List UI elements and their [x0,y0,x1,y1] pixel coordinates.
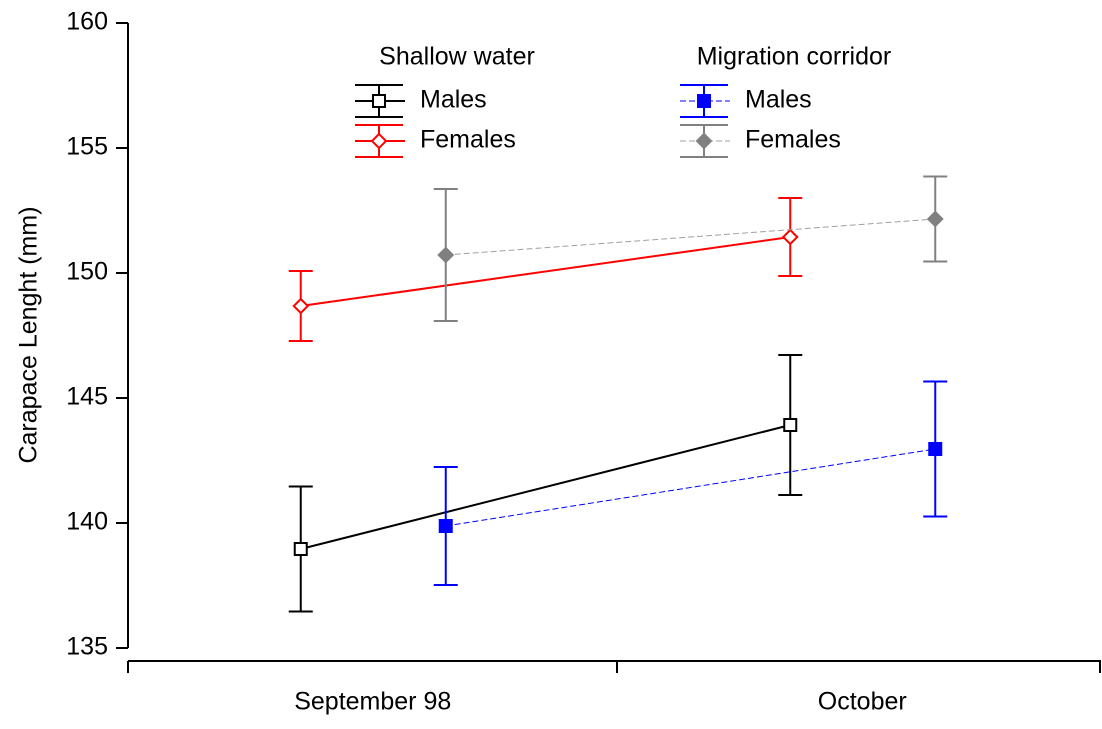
y-tick-label: 135 [66,633,108,661]
data-point [783,418,798,432]
legend-title: Migration corridor [697,43,892,71]
data-point [438,519,453,533]
legend-label: Females [420,126,516,154]
y-tick-label: 160 [66,8,108,36]
series-line [300,424,791,550]
y-axis-label: Carapace Lenght (mm) [15,206,43,463]
data-point [292,297,310,315]
legend-marker [372,94,386,108]
y-tick-label: 150 [66,258,108,286]
y-tick-label: 145 [66,383,108,411]
x-tick-label: September 98 [294,688,451,716]
data-point [781,228,799,246]
legend-label: Females [745,126,841,154]
series-line [445,218,936,256]
legend-marker [697,94,711,108]
y-tick-label: 155 [66,133,108,161]
data-point [293,542,308,556]
legend-title: Shallow water [379,43,535,71]
legend-marker [370,132,388,150]
data-point [926,210,944,228]
y-tick-label: 140 [66,508,108,536]
legend-label: Males [745,86,812,114]
legend-marker [695,132,713,150]
x-tick-label: October [818,688,907,716]
data-point [437,246,455,264]
series-line [300,236,791,307]
series-line [445,448,936,527]
legend-label: Males [420,86,487,114]
data-point [928,442,943,456]
